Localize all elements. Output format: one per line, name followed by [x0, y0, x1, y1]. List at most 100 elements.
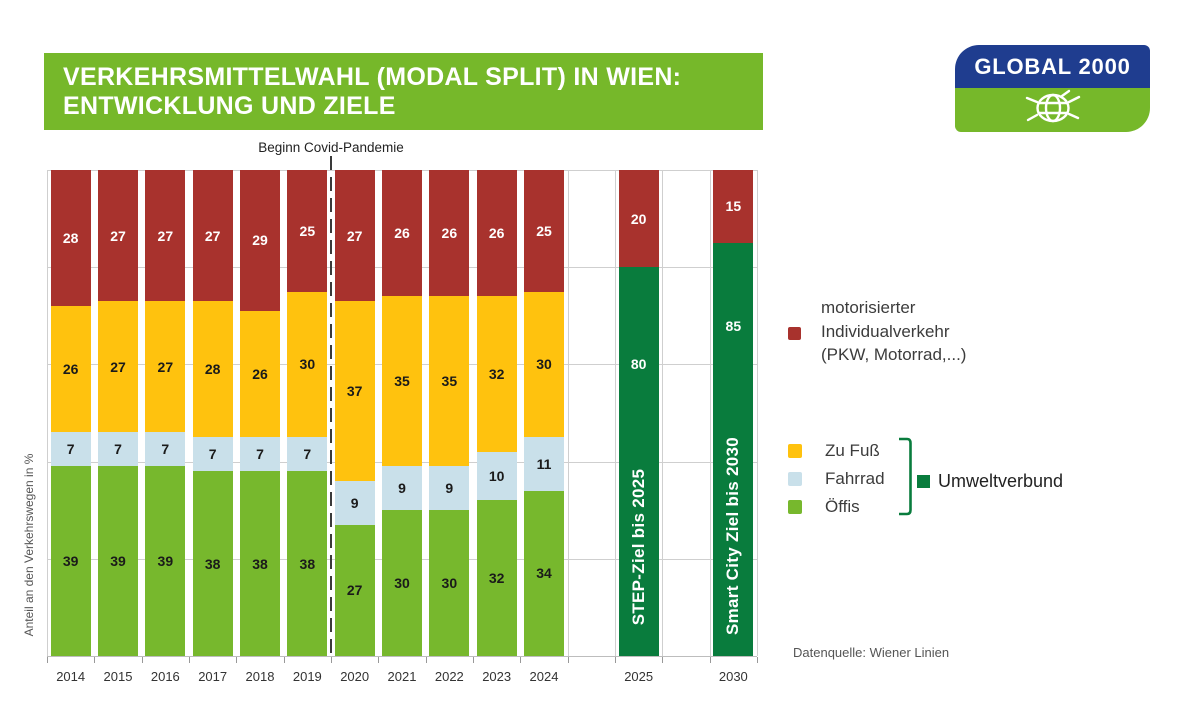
x-axis-tick	[473, 657, 474, 663]
x-axis-tick	[378, 657, 380, 663]
y-axis-label: Anteil an den Verkehrswegen in %	[22, 453, 36, 637]
legend-swatch-fahrrad	[788, 472, 802, 486]
bar-segment-zu_fuss-2016	[145, 301, 186, 433]
x-axis-tick	[283, 657, 285, 663]
bar-segment-miv-2020	[334, 170, 375, 302]
legend-swatch-umweltverbund	[917, 475, 930, 488]
bar-value-zu_fuss-2021: 35	[394, 373, 410, 390]
bar-value-miv-2025: 20	[630, 210, 647, 227]
bar-value-fahrrad-2016: 7	[161, 441, 170, 458]
x-tick-label-2025: 2025	[624, 669, 654, 684]
bar-value-fahrrad-2022: 9	[445, 480, 454, 497]
bar-segment-oeffis-2024	[524, 490, 564, 656]
bar-segment-fahrrad-2023	[476, 451, 517, 501]
x-axis-tick	[520, 657, 522, 663]
bar-value-fahrrad-2019: 7	[303, 446, 312, 463]
legend-label-miv: motorisierter Individualverkehr (PKW, Mo…	[821, 298, 967, 364]
bar-segment-oeffis-2014	[50, 466, 91, 656]
covid-annotation-label: Beginn Covid-Pandemie	[258, 140, 404, 155]
logo-globe-panel	[955, 88, 1150, 132]
gridline-v	[615, 170, 616, 656]
bar-segment-oeffis-2018	[240, 471, 280, 656]
bar-value-miv-2022: 26	[441, 225, 458, 242]
bar-segment-fahrrad-2019	[287, 437, 328, 472]
x-tick-label-2020: 2020	[340, 669, 370, 684]
logo-wordmark: GLOBAL 2000	[955, 45, 1150, 88]
bar-value-zu_fuss-2022: 35	[441, 373, 458, 390]
x-tick-label-2024: 2024	[529, 669, 559, 684]
bar-value-fahrrad-2021: 9	[398, 480, 406, 497]
bar-segment-oeffis-2015	[98, 466, 138, 656]
legend-swatch-zu-fuss	[788, 444, 802, 458]
x-tick-label-2016: 2016	[150, 669, 180, 684]
bar-value-zu_fuss-2019: 30	[299, 356, 316, 373]
x-tick-label-2021: 2021	[387, 669, 417, 684]
bar-segment-miv-2022	[429, 170, 470, 297]
bar-value-miv-2018: 29	[252, 232, 268, 249]
bar-segment-fahrrad-2017	[192, 437, 233, 472]
bar-segment-miv-2023	[476, 170, 517, 297]
bar-segment-miv-2030	[713, 170, 754, 243]
logo-text: GLOBAL 2000	[974, 53, 1131, 79]
bar-segment-miv-2021	[382, 170, 422, 297]
bar-value-zu_fuss-2014: 26	[62, 361, 79, 378]
covid-annotation-line	[330, 156, 332, 656]
bar-value-zu_fuss-2023: 32	[488, 366, 505, 383]
bar-segment-miv-2018	[240, 170, 280, 311]
bar-value-oeffis-2014: 39	[62, 553, 79, 570]
gridline-v	[567, 170, 569, 656]
x-axis-tick	[757, 657, 758, 663]
bar-segment-zu_fuss-2017	[192, 301, 233, 438]
legend-item-fahrrad: Fahrrad	[788, 469, 885, 489]
bar-value-miv-2023: 26	[488, 225, 505, 242]
umweltverbund-bracket	[897, 437, 913, 521]
bar-value-zu_fuss-2017: 28	[204, 361, 221, 378]
bar-value-fahrrad-2024: 11	[536, 456, 552, 473]
x-tick-label-2015: 2015	[103, 669, 133, 684]
bar-value-zu_fuss-2018: 26	[252, 366, 268, 383]
bar-value-fahrrad-2014: 7	[66, 441, 75, 458]
bar-segment-zu_fuss-2014	[50, 306, 91, 433]
x-tick-label-2014: 2014	[56, 669, 86, 684]
data-source: Datenquelle: Wiener Linien	[793, 645, 950, 660]
x-axis	[47, 656, 757, 657]
x-tick-label-2018: 2018	[245, 669, 275, 684]
legend-item-umweltverbund: Umweltverbund	[917, 471, 1063, 492]
x-axis-tick	[189, 657, 190, 663]
legend-swatch-miv	[788, 327, 801, 340]
bar-segment-zu_fuss-2020	[334, 301, 375, 482]
bar-value-miv-2020: 27	[346, 227, 363, 244]
bar-segment-zu_fuss-2019	[287, 291, 328, 438]
x-tick-label-2023: 2023	[482, 669, 512, 684]
x-tick-label-2030: 2030	[718, 669, 748, 684]
bar-value-fahrrad-2020: 9	[350, 494, 359, 511]
bar-segment-miv-2025	[618, 170, 659, 268]
bar-segment-oeffis-2016	[145, 466, 186, 656]
global-2000-logo: GLOBAL 2000	[955, 45, 1150, 132]
bar-value-fahrrad-2015: 7	[114, 441, 122, 458]
bar-value-miv-2021: 26	[394, 225, 410, 242]
bar-value-miv-2014: 28	[62, 230, 79, 247]
x-axis-tick	[662, 657, 664, 663]
bar-segment-miv-2024	[524, 170, 564, 292]
legend-item-zu-fuss: Zu Fuß	[788, 441, 880, 461]
title-banner: VERKEHRSMITTELWAHL (MODAL SPLIT) IN WIEN…	[44, 53, 763, 130]
bar-segment-fahrrad-2020	[334, 481, 375, 525]
bar-value-miv-2024: 25	[536, 222, 552, 239]
bar-segment-zu_fuss-2021	[382, 296, 422, 467]
bar-value-oeffis-2015: 39	[110, 553, 126, 570]
bar-segment-oeffis-2019	[287, 471, 328, 656]
x-axis-tick	[709, 657, 711, 663]
bar-segment-zu_fuss-2022	[429, 296, 470, 467]
bar-value-oeffis-2024: 34	[536, 565, 552, 582]
bar-value-miv-2016: 27	[157, 227, 174, 244]
bar-value-oeffis-2022: 30	[441, 575, 458, 592]
bar-value-oeffis-2016: 39	[157, 553, 174, 570]
bar-segment-umweltverbund-2025	[618, 267, 659, 656]
x-axis-tick	[141, 657, 143, 663]
legend-item-oeffis: Öffis	[788, 497, 860, 517]
gridline-v	[47, 170, 48, 656]
bar-segment-oeffis-2017	[192, 471, 233, 656]
bar-value-umweltverbund-2030: 85	[725, 317, 742, 334]
